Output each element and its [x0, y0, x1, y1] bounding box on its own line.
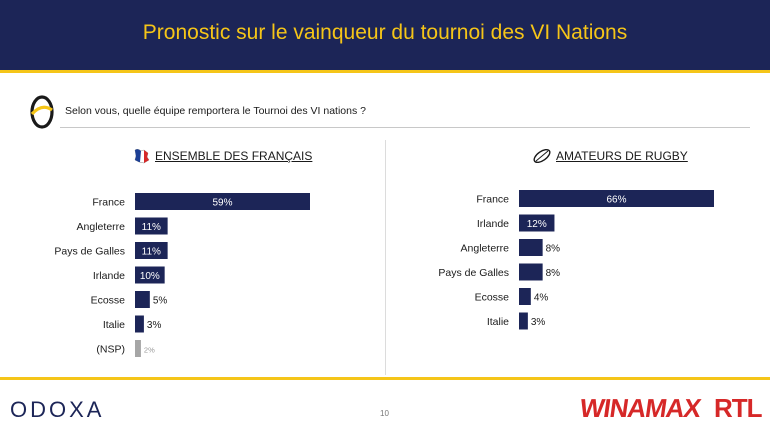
- bar: [519, 263, 543, 281]
- footer-gold-line: [0, 377, 770, 380]
- question-divider: [60, 127, 750, 128]
- value-label: 5%: [153, 296, 168, 307]
- value-label: 11%: [142, 222, 161, 233]
- category-label: Angleterre: [461, 243, 510, 255]
- panel-title-text: ENSEMBLE DES FRANÇAIS: [155, 149, 313, 163]
- category-label: Irlande: [93, 270, 125, 282]
- chart-amateurs: France 66% Irlande 12% Angleterre 8% Pays de G…: [438, 190, 714, 330]
- category-label: Ecosse: [475, 292, 510, 304]
- france-flag-icon: [134, 148, 150, 164]
- category-label: Angleterre: [77, 221, 126, 233]
- bar: [519, 239, 543, 256]
- bar: [135, 291, 150, 308]
- category-label: Italie: [487, 316, 509, 328]
- category-label: Italie: [103, 319, 125, 331]
- chart-ensemble: France 59% Angleterre 11% Pays de Galles 11% I…: [54, 193, 310, 357]
- category-label: France: [476, 194, 509, 206]
- value-label: 3%: [147, 320, 162, 331]
- bar: [135, 193, 310, 210]
- bar: [519, 190, 714, 207]
- header-gold-line: [0, 70, 770, 73]
- bar: [135, 242, 168, 259]
- value-label: 11%: [142, 247, 161, 258]
- panel-title-text: AMATEURS DE RUGBY: [556, 149, 688, 163]
- question-text: Selon vous, quelle équipe remportera le …: [65, 105, 366, 117]
- bar: [519, 288, 531, 305]
- winamax-logo: WINAMAX: [577, 393, 703, 423]
- category-label: France: [92, 197, 125, 209]
- odoxa-logo: ODOXA: [10, 397, 105, 422]
- page-number: 10: [380, 409, 389, 418]
- panel-title-ensemble: ENSEMBLE DES FRANÇAIS: [133, 148, 312, 164]
- bar: [135, 340, 141, 357]
- bar: [135, 315, 144, 333]
- category-label: Ecosse: [91, 295, 126, 307]
- category-label: (NSP): [96, 344, 125, 356]
- rugby-ball-icon: [533, 148, 551, 164]
- header-banner: Pronostic sur le vainqueur du tournoi de…: [0, 0, 770, 70]
- odoxa-mark-icon: [30, 95, 54, 129]
- bar: [135, 217, 168, 235]
- value-label: 12%: [527, 219, 547, 230]
- category-label: Irlande: [477, 218, 509, 230]
- value-label: 8%: [546, 244, 561, 255]
- rtl-logo: RTL: [714, 393, 763, 423]
- value-label: 4%: [534, 293, 549, 304]
- value-label: 2%: [144, 346, 155, 355]
- page-title: Pronostic sur le vainqueur du tournoi de…: [142, 21, 628, 44]
- value-label: 3%: [531, 317, 546, 328]
- value-label: 59%: [212, 198, 232, 209]
- bar: [519, 312, 528, 330]
- category-label: Pays de Galles: [54, 246, 125, 258]
- bar: [135, 266, 165, 284]
- value-label: 10%: [140, 271, 160, 282]
- category-label: Pays de Galles: [438, 267, 509, 279]
- value-label: 66%: [606, 195, 626, 206]
- bar: [519, 214, 555, 232]
- value-label: 8%: [546, 268, 561, 279]
- panel-title-amateurs: AMATEURS DE RUGBY: [532, 148, 688, 164]
- panel-divider: [385, 140, 386, 375]
